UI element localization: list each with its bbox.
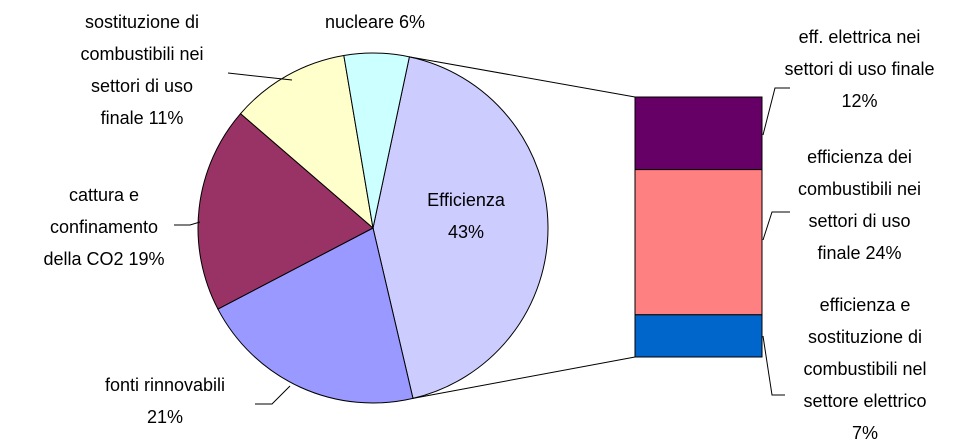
slice-label: fonti rinnovabili 21%	[104, 375, 226, 427]
slice-label: cattura e confinamento della CO2 19%	[43, 185, 165, 269]
bar-label: efficienza e sostituzione di combustibil…	[803, 295, 927, 443]
leaders	[174, 72, 790, 405]
pie-slice	[343, 52, 410, 229]
bar-segment	[634, 169, 763, 316]
slice-label: sostituzione di combustibili nei settori…	[80, 12, 204, 128]
leader-line	[255, 385, 291, 405]
leader-line	[762, 335, 785, 396]
bar-label: efficienza dei combustibili nei settori …	[797, 147, 922, 263]
bar-label: eff. elettrica nei settori di uso finale…	[784, 27, 935, 111]
slice-label: Efficienza 43%	[427, 190, 505, 242]
connector-line	[412, 356, 636, 399]
bar-segment	[634, 96, 763, 171]
leader-line	[174, 221, 201, 226]
pie-slice	[239, 54, 374, 230]
leader-line	[227, 72, 293, 81]
bar-segment	[634, 314, 763, 358]
slice-label: nucleare 6%	[324, 12, 426, 32]
pie-slice	[197, 112, 374, 310]
connector-line	[409, 56, 636, 98]
pie-slice	[372, 56, 549, 399]
marks	[197, 52, 763, 404]
leader-line	[762, 211, 790, 241]
pie-slice	[217, 227, 414, 404]
leader-line	[762, 87, 790, 136]
